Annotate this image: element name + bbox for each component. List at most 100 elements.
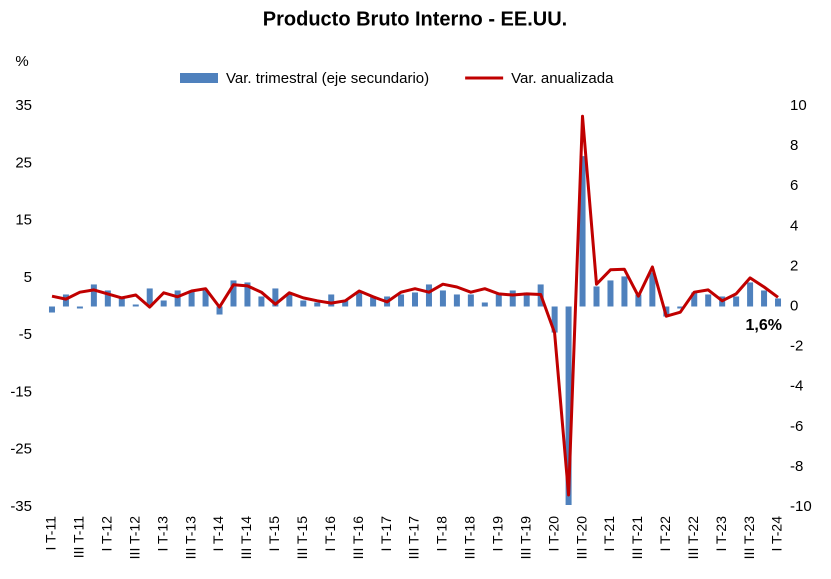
x-tick-label: III T-13 bbox=[182, 516, 198, 560]
y-tick-label: -35 bbox=[10, 498, 32, 515]
x-tick-label: I T-17 bbox=[378, 516, 394, 552]
bar bbox=[48, 306, 55, 313]
bar bbox=[481, 302, 488, 307]
bar bbox=[425, 284, 432, 307]
x-tick-label: I T-14 bbox=[210, 516, 226, 552]
bar bbox=[593, 286, 600, 307]
bar bbox=[412, 292, 418, 307]
x-tick-label: I T-24 bbox=[769, 516, 785, 552]
x-tick-label: III T-17 bbox=[406, 516, 422, 560]
bar bbox=[607, 280, 614, 307]
bar bbox=[635, 294, 642, 307]
x-tick-label: I T-18 bbox=[434, 516, 450, 552]
bar bbox=[146, 288, 153, 307]
x-tick-label: I T-16 bbox=[322, 516, 338, 552]
bar bbox=[132, 304, 139, 307]
bar bbox=[398, 294, 405, 307]
bar bbox=[356, 292, 363, 307]
x-tick-label: III T-22 bbox=[685, 516, 701, 560]
bar bbox=[314, 302, 321, 307]
bar bbox=[761, 290, 768, 307]
bar bbox=[467, 294, 474, 307]
legend-label: Var. trimestral (eje secundario) bbox=[226, 70, 429, 87]
bar bbox=[691, 292, 698, 307]
y-tick-label: -15 bbox=[10, 383, 32, 400]
legend-label: Var. anualizada bbox=[511, 70, 614, 87]
legend-swatch bbox=[180, 73, 218, 83]
y2-tick-label: 10 bbox=[790, 97, 807, 114]
bar bbox=[160, 300, 167, 307]
x-tick-label: III T-23 bbox=[741, 516, 757, 560]
bar bbox=[76, 306, 83, 309]
bar bbox=[202, 290, 209, 307]
x-tick-label: III T-18 bbox=[462, 516, 478, 560]
y-tick-label: -25 bbox=[10, 441, 32, 458]
y2-tick-label: 6 bbox=[790, 177, 798, 194]
bar bbox=[300, 300, 307, 307]
x-tick-label: III T-20 bbox=[573, 516, 589, 560]
x-tick-label: III T-21 bbox=[629, 516, 645, 560]
bar bbox=[90, 284, 97, 307]
bar bbox=[342, 300, 349, 307]
bar bbox=[216, 306, 223, 315]
x-tick-label: I T-21 bbox=[601, 516, 617, 552]
x-tick-label: III T-11 bbox=[71, 516, 87, 558]
bar bbox=[579, 156, 586, 307]
line bbox=[51, 114, 779, 497]
y2-tick-label: -10 bbox=[790, 498, 812, 515]
bar bbox=[523, 292, 530, 307]
bar bbox=[747, 282, 754, 307]
bar bbox=[649, 272, 656, 307]
bar bbox=[621, 276, 628, 307]
bar bbox=[370, 296, 377, 307]
y2-tick-label: -2 bbox=[790, 338, 803, 355]
bar bbox=[188, 290, 195, 307]
bar bbox=[453, 294, 460, 307]
x-tick-label: I T-13 bbox=[154, 516, 170, 552]
bar bbox=[495, 294, 502, 307]
x-tick-label: III T-16 bbox=[350, 516, 366, 560]
x-tick-label: I T-22 bbox=[657, 516, 673, 552]
bar bbox=[258, 296, 265, 307]
y2-tick-label: 8 bbox=[790, 137, 798, 154]
bar bbox=[230, 280, 237, 307]
bar bbox=[174, 290, 181, 307]
bar bbox=[118, 298, 125, 307]
bar bbox=[509, 290, 516, 307]
y2-tick-label: -8 bbox=[790, 458, 803, 475]
bar bbox=[328, 294, 335, 307]
y-tick-label: -5 bbox=[19, 326, 32, 343]
bar bbox=[705, 294, 712, 307]
bar bbox=[775, 298, 782, 307]
y-tick-label: 15 bbox=[15, 212, 32, 229]
y2-tick-label: 4 bbox=[790, 217, 798, 234]
y-tick-label: 35 bbox=[15, 97, 32, 114]
chart-title: Producto Bruto Interno - EE.UU. bbox=[263, 8, 567, 30]
x-tick-label: I T-15 bbox=[266, 516, 282, 552]
x-tick-label: I T-19 bbox=[489, 516, 505, 552]
x-tick-label: I T-23 bbox=[713, 516, 729, 552]
y2-tick-label: 0 bbox=[790, 297, 798, 314]
x-tick-label: III T-12 bbox=[126, 516, 142, 560]
bar bbox=[551, 306, 558, 333]
bar bbox=[272, 288, 279, 307]
y2-tick-label: 2 bbox=[790, 257, 798, 274]
bar bbox=[244, 282, 251, 307]
x-tick-label: III T-15 bbox=[294, 516, 310, 560]
bar bbox=[733, 296, 740, 307]
bar bbox=[565, 306, 572, 505]
x-tick-label: III T-14 bbox=[238, 516, 254, 560]
y2-tick-label: -4 bbox=[790, 378, 803, 395]
y2-tick-label: -6 bbox=[790, 418, 803, 435]
annotation: 1,6% bbox=[746, 317, 782, 334]
x-tick-label: III T-19 bbox=[517, 516, 533, 560]
x-tick-label: I T-20 bbox=[545, 516, 561, 552]
x-tick-label: I T-11 bbox=[43, 516, 59, 551]
bar bbox=[104, 290, 111, 307]
bar bbox=[439, 290, 446, 307]
bar bbox=[286, 294, 293, 307]
y-tick-label: 5 bbox=[24, 269, 32, 286]
bar bbox=[677, 306, 684, 309]
y-tick-label: 25 bbox=[15, 154, 32, 171]
